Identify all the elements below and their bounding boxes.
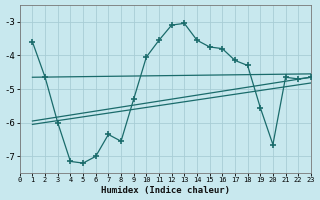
X-axis label: Humidex (Indice chaleur): Humidex (Indice chaleur) xyxy=(101,186,230,195)
